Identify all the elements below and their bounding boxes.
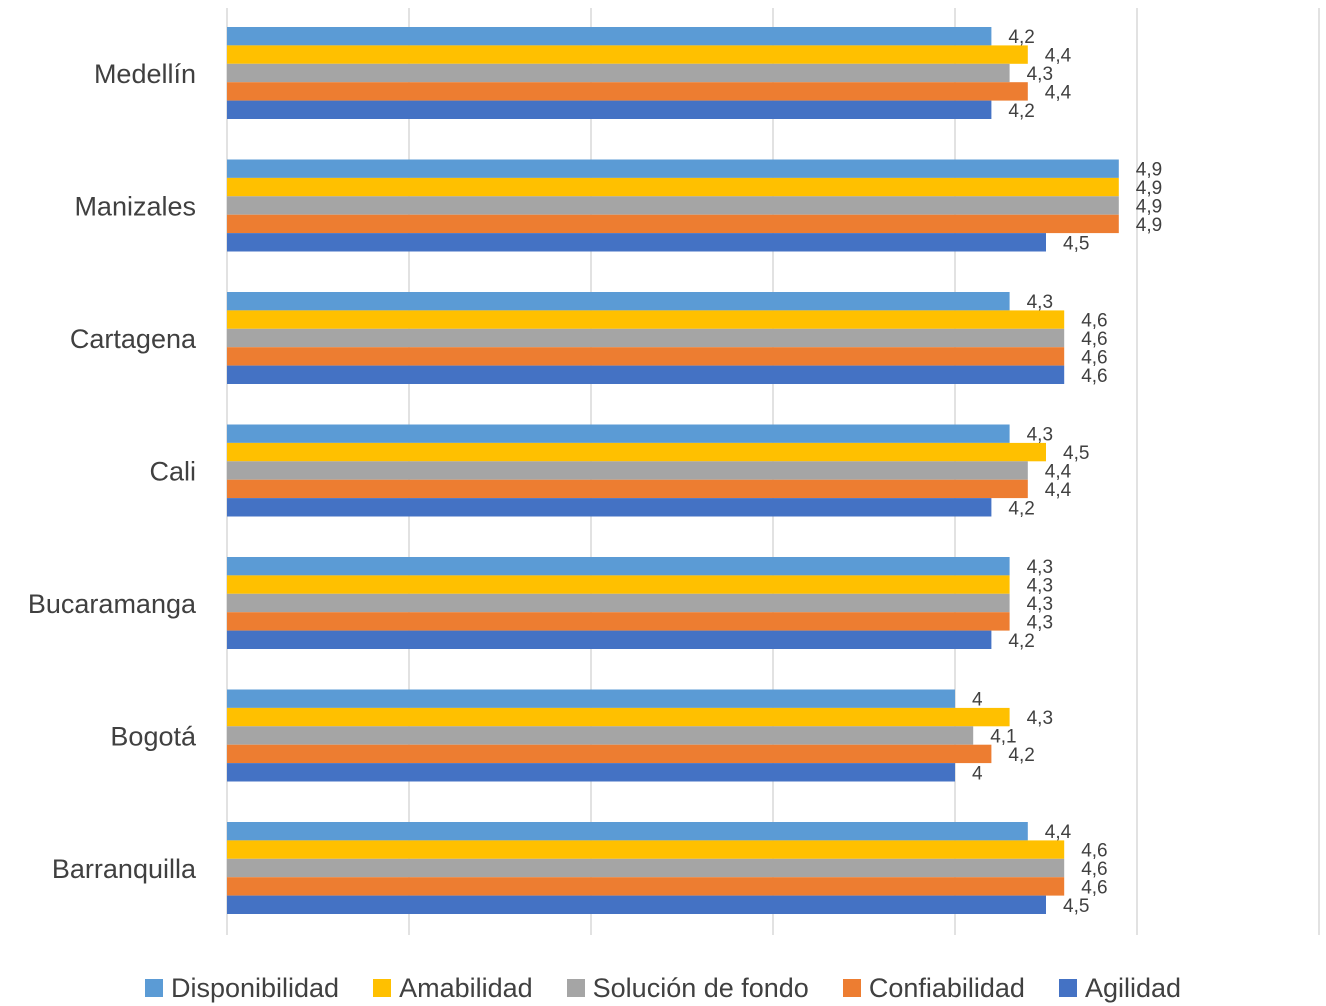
data-label-barranquilla-disponibilidad: 4,4 xyxy=(1045,822,1072,843)
legend-swatch-agilidad xyxy=(1058,979,1077,997)
legend-item-confiabilidad: Confiabilidad xyxy=(842,972,1025,1004)
data-label-bucaramanga-amabilidad: 4,3 xyxy=(1027,576,1053,597)
data-label-manizales-confiabilidad: 4,9 xyxy=(1136,215,1162,236)
legend-label-disponibilidad: Disponibilidad xyxy=(170,972,340,1003)
bar-chart-plot: Medellín4,24,44,34,44,2Manizales4,94,94,… xyxy=(28,8,1320,935)
data-label-barranquilla-amabilidad: 4,6 xyxy=(1081,841,1107,862)
data-label-bogota-agilidad: 4 xyxy=(972,763,983,784)
legend-label-confiabilidad: Confiabilidad xyxy=(868,972,1025,1003)
data-label-cartagena-agilidad: 4,6 xyxy=(1081,366,1107,387)
legend-swatch-confiabilidad xyxy=(842,979,861,997)
data-label-cali-amabilidad: 4,5 xyxy=(1063,443,1089,464)
legend-item-amabilidad: Amabilidad xyxy=(373,973,533,1004)
legend-label-amabilidad: Amabilidad xyxy=(399,972,533,1003)
category-label-cartagena: Cartagena xyxy=(70,324,197,354)
data-label-cartagena-solucion-de-fondo: 4,6 xyxy=(1081,329,1107,350)
legend-item-disponibilidad: Disponibilidad xyxy=(144,972,340,1004)
bar-bogota-confiabilidad xyxy=(227,744,992,764)
bar-manizales-amabilidad xyxy=(227,177,1119,197)
data-label-cali-disponibilidad: 4,3 xyxy=(1027,425,1053,446)
bar-medellin-amabilidad xyxy=(227,45,1028,64)
data-label-medellin-solucion-de-fondo: 4,3 xyxy=(1027,64,1053,85)
bar-cali-amabilidad xyxy=(227,442,1046,462)
data-label-manizales-amabilidad: 4,9 xyxy=(1136,178,1162,199)
bar-cali-solucion-de-fondo xyxy=(227,461,1028,480)
data-label-barranquilla-confiabilidad: 4,6 xyxy=(1081,877,1107,898)
bar-manizales-agilidad xyxy=(227,233,1046,252)
legend-swatch-solucion-de-fondo xyxy=(566,979,585,997)
bar-bogota-agilidad xyxy=(227,763,955,782)
data-label-barranquilla-agilidad: 4,5 xyxy=(1063,896,1089,917)
category-label-cali: Cali xyxy=(149,457,196,487)
legend-label-solucion-de-fondo: Solución de fondo xyxy=(592,972,809,1003)
data-label-cali-confiabilidad: 4,4 xyxy=(1045,480,1072,501)
bar-bucaramanga-confiabilidad xyxy=(227,612,1010,631)
bar-cartagena-confiabilidad xyxy=(227,347,1065,366)
bar-barranquilla-agilidad xyxy=(227,895,1046,914)
bar-barranquilla-disponibilidad xyxy=(227,822,1028,841)
bar-medellin-confiabilidad xyxy=(227,82,1028,101)
bar-manizales-solucion-de-fondo xyxy=(227,196,1119,215)
data-label-bucaramanga-agilidad: 4,2 xyxy=(1008,631,1034,652)
data-label-cali-solucion-de-fondo: 4,4 xyxy=(1045,462,1072,483)
data-label-cartagena-disponibilidad: 4,3 xyxy=(1027,292,1053,313)
data-label-manizales-disponibilidad: 4,9 xyxy=(1136,160,1162,181)
bar-cartagena-solucion-de-fondo xyxy=(227,328,1065,348)
bar-bogota-solucion-de-fondo xyxy=(227,726,974,745)
data-label-bucaramanga-confiabilidad: 4,3 xyxy=(1027,612,1053,633)
bar-medellin-solucion-de-fondo xyxy=(227,63,1010,83)
legend-item-agilidad: Agilidad xyxy=(1058,972,1182,1004)
bar-bogota-amabilidad xyxy=(227,707,1010,727)
bar-bucaramanga-solucion-de-fondo xyxy=(227,593,1010,613)
bar-medellin-agilidad xyxy=(227,100,992,119)
category-label-medellin: Medellín xyxy=(94,59,196,89)
bar-barranquilla-confiabilidad xyxy=(227,877,1065,896)
bar-barranquilla-solucion-de-fondo xyxy=(227,858,1065,878)
data-label-barranquilla-solucion-de-fondo: 4,6 xyxy=(1081,859,1107,880)
chart-legend: Disponibilidad Amabilidad Solución de fond… xyxy=(0,970,1326,1006)
category-label-barranquilla: Barranquilla xyxy=(52,854,197,884)
legend-label-agilidad: Agilidad xyxy=(1084,972,1182,1003)
legend-swatch-amabilidad xyxy=(373,979,392,997)
data-label-bucaramanga-solucion-de-fondo: 4,3 xyxy=(1027,594,1053,615)
data-label-medellin-amabilidad: 4,4 xyxy=(1045,46,1072,67)
data-label-manizales-solucion-de-fondo: 4,9 xyxy=(1136,197,1162,218)
legend-item-solucion-de-fondo: Solución de fondo xyxy=(566,972,809,1004)
bar-medellin-disponibilidad xyxy=(227,27,992,46)
data-label-manizales-agilidad: 4,5 xyxy=(1063,233,1089,254)
bar-manizales-confiabilidad xyxy=(227,214,1119,234)
data-label-medellin-disponibilidad: 4,2 xyxy=(1008,27,1034,48)
bar-bucaramanga-disponibilidad xyxy=(227,557,1010,576)
bar-cali-confiabilidad xyxy=(227,479,1028,499)
data-label-cali-agilidad: 4,2 xyxy=(1008,498,1034,519)
data-label-bogota-amabilidad: 4,3 xyxy=(1027,708,1053,729)
bar-cartagena-amabilidad xyxy=(227,310,1065,329)
data-label-bucaramanga-disponibilidad: 4,3 xyxy=(1027,557,1053,578)
bar-cartagena-disponibilidad xyxy=(227,292,1010,311)
category-label-manizales: Manizales xyxy=(74,192,196,222)
bar-bogota-disponibilidad xyxy=(227,689,955,708)
bar-bucaramanga-agilidad xyxy=(227,630,992,649)
bar-cartagena-agilidad xyxy=(227,365,1065,384)
category-label-bogota: Bogotá xyxy=(110,722,197,752)
data-label-cartagena-confiabilidad: 4,6 xyxy=(1081,347,1107,368)
bar-cali-agilidad xyxy=(227,498,992,517)
legend-swatch-disponibilidad xyxy=(144,979,163,997)
bar-bucaramanga-amabilidad xyxy=(227,575,1010,594)
data-label-bogota-confiabilidad: 4,2 xyxy=(1008,745,1034,766)
bar-manizales-disponibilidad xyxy=(227,159,1119,178)
data-label-medellin-confiabilidad: 4,4 xyxy=(1045,82,1072,103)
data-label-bogota-disponibilidad: 4 xyxy=(972,690,983,711)
bar-cali-disponibilidad xyxy=(227,424,1010,443)
data-label-cartagena-amabilidad: 4,6 xyxy=(1081,311,1107,332)
data-label-bogota-solucion-de-fondo: 4,1 xyxy=(990,727,1016,748)
bar-barranquilla-amabilidad xyxy=(227,840,1065,859)
category-label-bucaramanga: Bucaramanga xyxy=(28,589,197,619)
data-label-medellin-agilidad: 4,2 xyxy=(1008,101,1034,122)
